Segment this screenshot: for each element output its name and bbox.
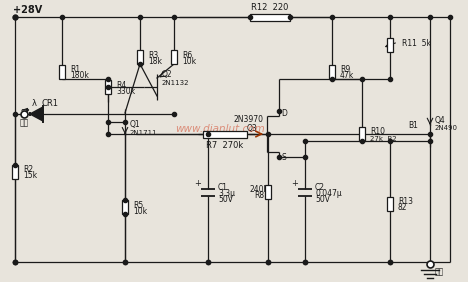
Text: 2N3970: 2N3970 [233,116,263,124]
Bar [171,50,177,64]
Text: R2: R2 [23,166,33,175]
Text: D: D [281,109,287,118]
Text: 82: 82 [398,204,408,213]
Text: 输入: 输入 [19,118,29,127]
Text: www.dianlut.com: www.dianlut.com [175,124,265,134]
Text: 3.3μ: 3.3μ [218,188,235,197]
Bar [203,131,247,138]
Text: R6: R6 [182,50,192,60]
Text: 240k: 240k [250,184,269,193]
Text: 47k: 47k [340,72,354,80]
Text: +28V: +28V [13,5,42,15]
Text: CR1: CR1 [41,98,58,107]
Bar [359,127,365,141]
Text: 330k: 330k [116,87,135,96]
Bar [387,38,393,52]
Text: S: S [281,153,286,162]
Text: 18k: 18k [148,56,162,65]
Bar [265,185,271,199]
Text: B1: B1 [408,122,418,131]
Bar [329,65,335,79]
Text: Q2: Q2 [162,70,173,80]
Text: R12  220: R12 220 [251,3,289,12]
Text: R9: R9 [340,65,350,74]
Text: Q4: Q4 [435,116,446,124]
Text: R10: R10 [370,127,385,136]
Bar [122,200,128,214]
Text: 15k: 15k [23,171,37,180]
Text: C2: C2 [315,182,325,191]
Text: R7  270k: R7 270k [206,142,244,151]
Text: 27k  B2: 27k B2 [370,136,396,142]
Text: C1: C1 [218,182,228,191]
Text: 180k: 180k [70,72,89,80]
Text: R3: R3 [148,50,158,60]
Bar [250,14,290,21]
Text: R13: R13 [398,197,413,206]
Bar [387,197,393,211]
Text: +: + [292,179,299,188]
Text: 0.047μ: 0.047μ [315,188,342,197]
Text: +: + [195,179,201,188]
Text: Q3: Q3 [247,124,258,133]
Text: R8: R8 [254,191,264,201]
Polygon shape [30,107,43,121]
Text: 2N1711: 2N1711 [130,130,158,136]
Bar [137,50,143,64]
Text: 10k: 10k [133,206,147,215]
Text: 50V: 50V [315,195,330,204]
Bar [59,65,65,79]
Text: R11  5k: R11 5k [402,39,431,47]
Text: 输出: 输出 [435,268,444,276]
Text: R4: R4 [116,80,126,89]
Text: Q1: Q1 [130,120,140,129]
Bar [12,165,18,179]
Text: 2N1132: 2N1132 [162,80,190,86]
Text: λ: λ [31,98,37,107]
Text: R1: R1 [70,65,80,74]
Bar [105,80,111,94]
Text: 10k: 10k [182,56,196,65]
Text: 2N490: 2N490 [435,125,458,131]
Text: 50V: 50V [218,195,233,204]
Text: R5: R5 [133,201,143,210]
